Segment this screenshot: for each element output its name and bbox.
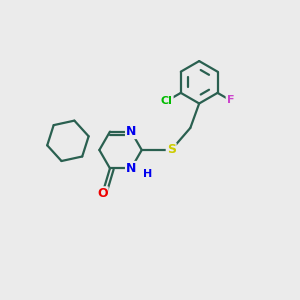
Text: S: S (167, 143, 176, 157)
Text: F: F (226, 95, 234, 105)
Text: N: N (126, 162, 136, 175)
Text: H: H (143, 169, 152, 179)
Text: N: N (126, 125, 136, 138)
Text: Cl: Cl (161, 96, 173, 106)
Text: O: O (97, 187, 108, 200)
